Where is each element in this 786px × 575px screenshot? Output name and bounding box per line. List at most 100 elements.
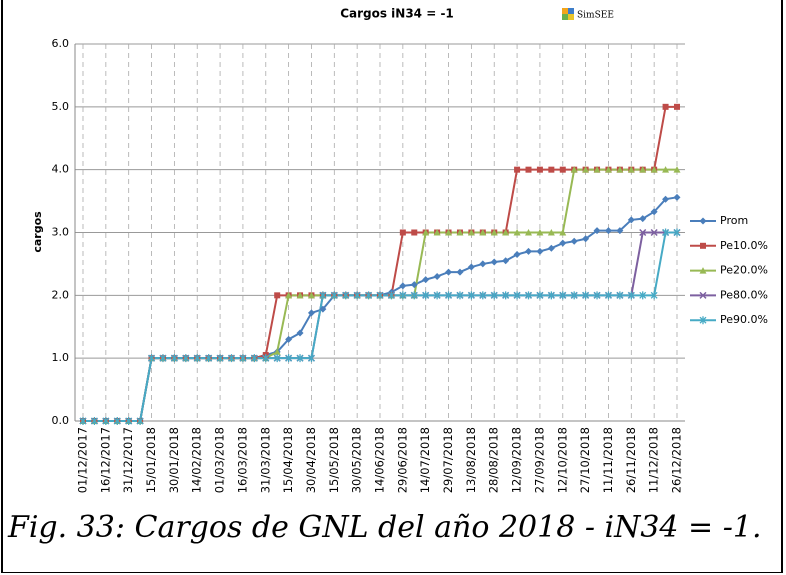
marker [467, 229, 475, 236]
y-tick-label: 1.0 [52, 351, 70, 364]
x-tick-label: 26/11/2018 [624, 427, 638, 493]
marker [490, 258, 498, 266]
marker [699, 316, 707, 325]
marker [159, 354, 167, 363]
marker [547, 229, 555, 236]
marker [559, 291, 567, 300]
marker [410, 281, 418, 289]
marker [125, 417, 133, 425]
marker [319, 305, 327, 313]
y-tick-label: 2.0 [52, 288, 70, 301]
marker [273, 354, 281, 363]
marker [79, 417, 87, 425]
x-tick-label: 11/11/2018 [601, 427, 615, 493]
marker [296, 291, 304, 299]
marker [342, 291, 350, 300]
marker [433, 272, 441, 280]
legend-label: Pe80.0% [720, 288, 768, 301]
marker [113, 417, 121, 425]
marker [262, 354, 270, 363]
x-tick-label: 15/05/2018 [327, 427, 341, 493]
marker [296, 354, 304, 363]
marker [422, 229, 430, 236]
x-tick-label: 31/03/2018 [258, 427, 272, 493]
marker [673, 193, 681, 201]
marker [467, 263, 475, 271]
marker [445, 268, 453, 276]
marker [296, 329, 304, 337]
marker [365, 291, 373, 300]
marker [502, 229, 510, 236]
marker [422, 276, 430, 284]
marker [662, 166, 670, 173]
marker [536, 166, 543, 173]
marker [433, 229, 441, 236]
marker [593, 291, 601, 300]
marker [445, 291, 452, 300]
x-tick-label: 16/12/2017 [98, 427, 112, 493]
marker [411, 229, 418, 236]
x-tick-label: 14/07/2018 [418, 427, 432, 493]
caption: Fig. 33: Cargos de GNL del año 2018 - iN… [8, 510, 762, 545]
marker [662, 103, 669, 110]
marker [616, 291, 624, 300]
marker [353, 291, 361, 300]
x-tick-label: 01/12/2017 [76, 427, 90, 493]
marker [445, 229, 453, 236]
x-tick-label: 15/04/2018 [281, 427, 295, 493]
marker [604, 166, 612, 173]
x-tick-label: 16/03/2018 [235, 427, 249, 493]
y-tick-label: 5.0 [52, 100, 70, 113]
marker [559, 239, 567, 247]
marker [513, 229, 521, 236]
marker [273, 348, 281, 355]
marker [593, 227, 601, 235]
marker [536, 229, 544, 236]
x-tick-label: 30/04/2018 [304, 427, 318, 493]
marker [662, 228, 670, 237]
legend-label: Pe20.0% [720, 264, 768, 277]
marker [616, 227, 624, 235]
marker [456, 291, 464, 300]
marker [627, 291, 635, 300]
marker [193, 354, 201, 363]
marker [307, 291, 315, 299]
x-tick-label: 27/10/2018 [578, 427, 592, 493]
marker [376, 291, 384, 300]
marker [399, 229, 406, 236]
marker [90, 417, 98, 425]
marker [639, 215, 647, 223]
marker [479, 229, 487, 236]
marker [650, 228, 658, 237]
y-tick-label: 4.0 [52, 163, 70, 176]
x-tick-label: 31/12/2017 [121, 427, 135, 493]
marker [285, 335, 293, 343]
marker [467, 291, 475, 300]
legend-label: Pe90.0% [720, 313, 768, 326]
y-tick-label: 3.0 [52, 226, 70, 239]
marker [547, 291, 555, 300]
marker [582, 166, 590, 173]
marker [490, 291, 498, 300]
marker [570, 291, 578, 300]
marker [399, 291, 407, 300]
marker [250, 354, 258, 363]
marker [536, 247, 544, 255]
marker [700, 242, 706, 249]
marker [274, 292, 281, 299]
marker [662, 195, 670, 203]
x-tick-label: 14/02/2018 [190, 427, 204, 493]
marker [136, 417, 144, 425]
x-tick-label: 29/07/2018 [441, 427, 455, 493]
marker [674, 103, 680, 110]
marker [182, 354, 190, 363]
marker [513, 291, 521, 300]
marker [536, 291, 544, 300]
marker [650, 166, 658, 173]
marker [547, 244, 555, 252]
marker [410, 291, 418, 300]
x-tick-label: 30/01/2018 [167, 427, 181, 493]
x-tick-label: 30/05/2018 [350, 427, 364, 493]
chart-title: Cargos iN34 = -1 [340, 7, 454, 21]
